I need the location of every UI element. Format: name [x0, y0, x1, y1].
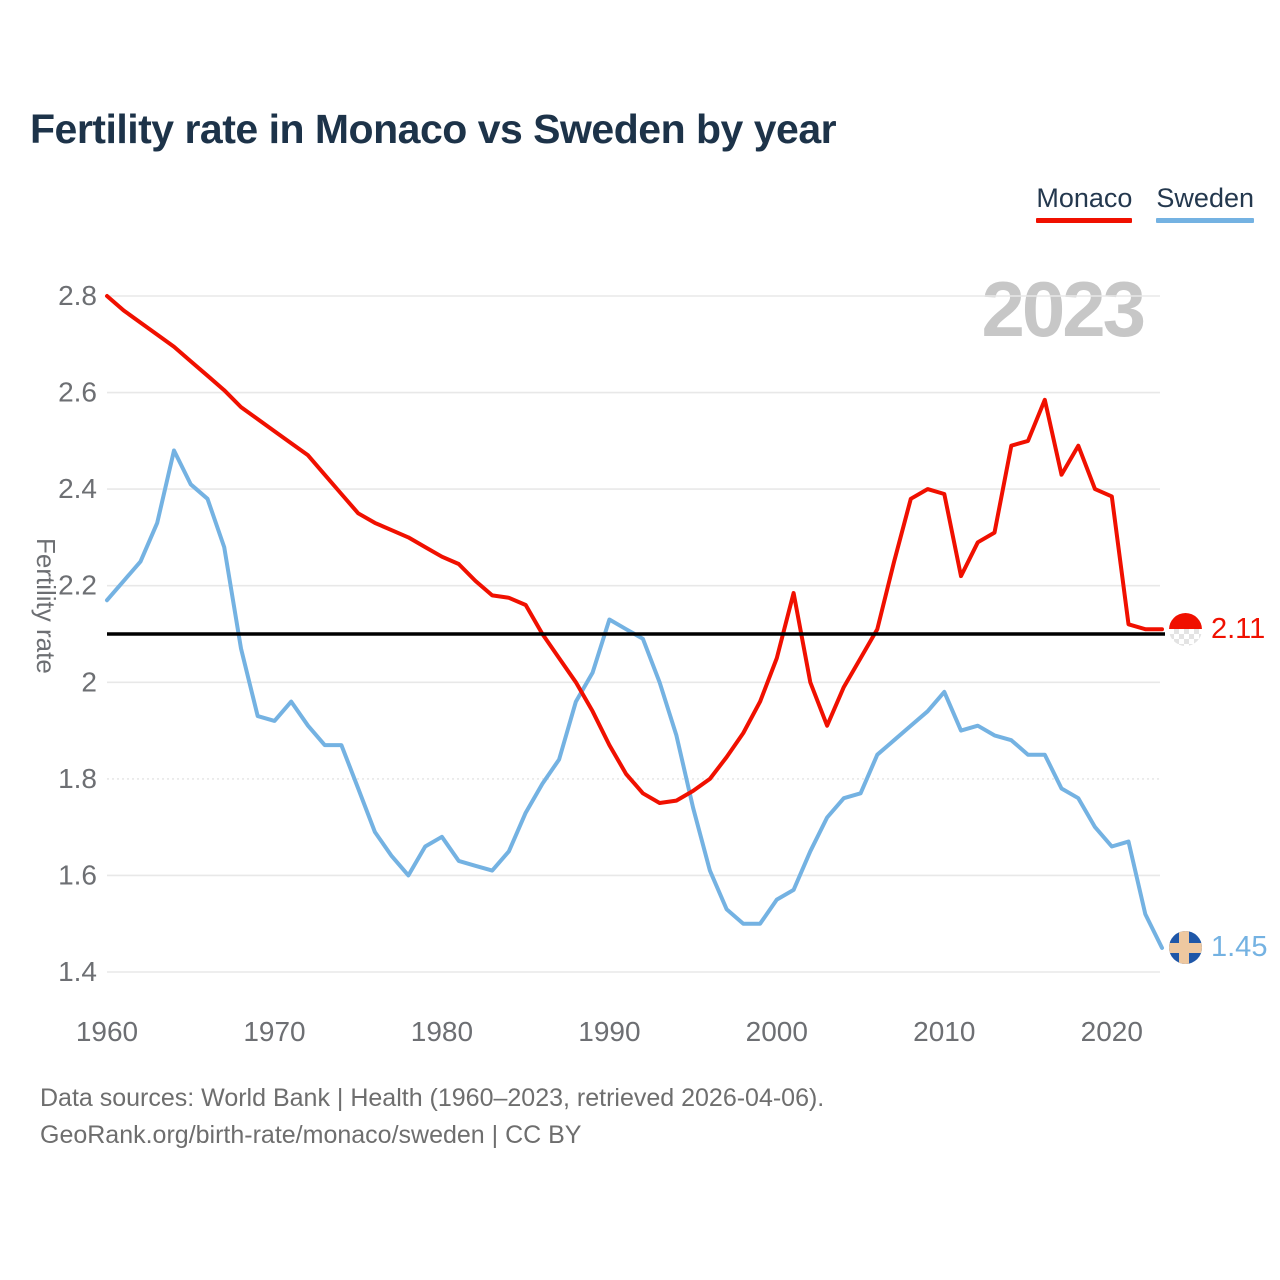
footer-sources: Data sources: World Bank | Health (1960–…: [40, 1084, 825, 1112]
y-axis-title: Fertility rate: [31, 538, 61, 674]
end-label-sweden: 1.45: [1169, 931, 1268, 965]
legend-swatch-sweden: [1156, 217, 1254, 223]
svg-text:2020: 2020: [1081, 1016, 1143, 1047]
footer: Data sources: World Bank | Health (1960–…: [40, 1080, 824, 1154]
svg-text:2.8: 2.8: [58, 280, 97, 311]
footer-link[interactable]: GeoRank.org/birth-rate/monaco/sweden | C…: [40, 1121, 582, 1149]
svg-text:1.4: 1.4: [58, 956, 97, 987]
watermark-year: 2023: [981, 265, 1146, 353]
legend-item-sweden[interactable]: Sweden: [1156, 183, 1254, 223]
svg-text:1970: 1970: [243, 1016, 305, 1047]
svg-text:2000: 2000: [746, 1016, 808, 1047]
svg-text:2: 2: [81, 666, 97, 697]
svg-text:1960: 1960: [76, 1016, 138, 1047]
legend-swatch-monaco: [1036, 217, 1133, 223]
svg-text:2.2: 2.2: [58, 570, 97, 601]
page-title: Fertility rate in Monaco vs Sweden by ye…: [30, 106, 837, 152]
monaco-flag-red-half: [1169, 612, 1202, 630]
sweden-flag-icon: [1169, 931, 1202, 965]
legend-label-sweden: Sweden: [1156, 183, 1254, 213]
svg-text:1.8: 1.8: [58, 763, 97, 794]
svg-text:2.4: 2.4: [58, 473, 97, 504]
end-value-sweden: 1.45: [1211, 931, 1268, 964]
legend: Monaco Sweden: [1036, 183, 1254, 223]
svg-text:1.6: 1.6: [58, 859, 97, 890]
svg-text:2010: 2010: [913, 1016, 975, 1047]
sweden-flag-cross-vertical: [1179, 931, 1189, 965]
monaco-flag-icon: [1169, 612, 1202, 646]
legend-label-monaco: Monaco: [1036, 183, 1133, 213]
svg-text:1990: 1990: [578, 1016, 640, 1047]
legend-item-monaco[interactable]: Monaco: [1036, 183, 1133, 223]
end-value-monaco: 2.11: [1211, 612, 1266, 645]
svg-text:2.6: 2.6: [58, 377, 97, 408]
monaco-flag-white-half: [1169, 629, 1202, 646]
svg-text:1980: 1980: [411, 1016, 473, 1047]
end-label-monaco: 2.11: [1169, 612, 1266, 646]
